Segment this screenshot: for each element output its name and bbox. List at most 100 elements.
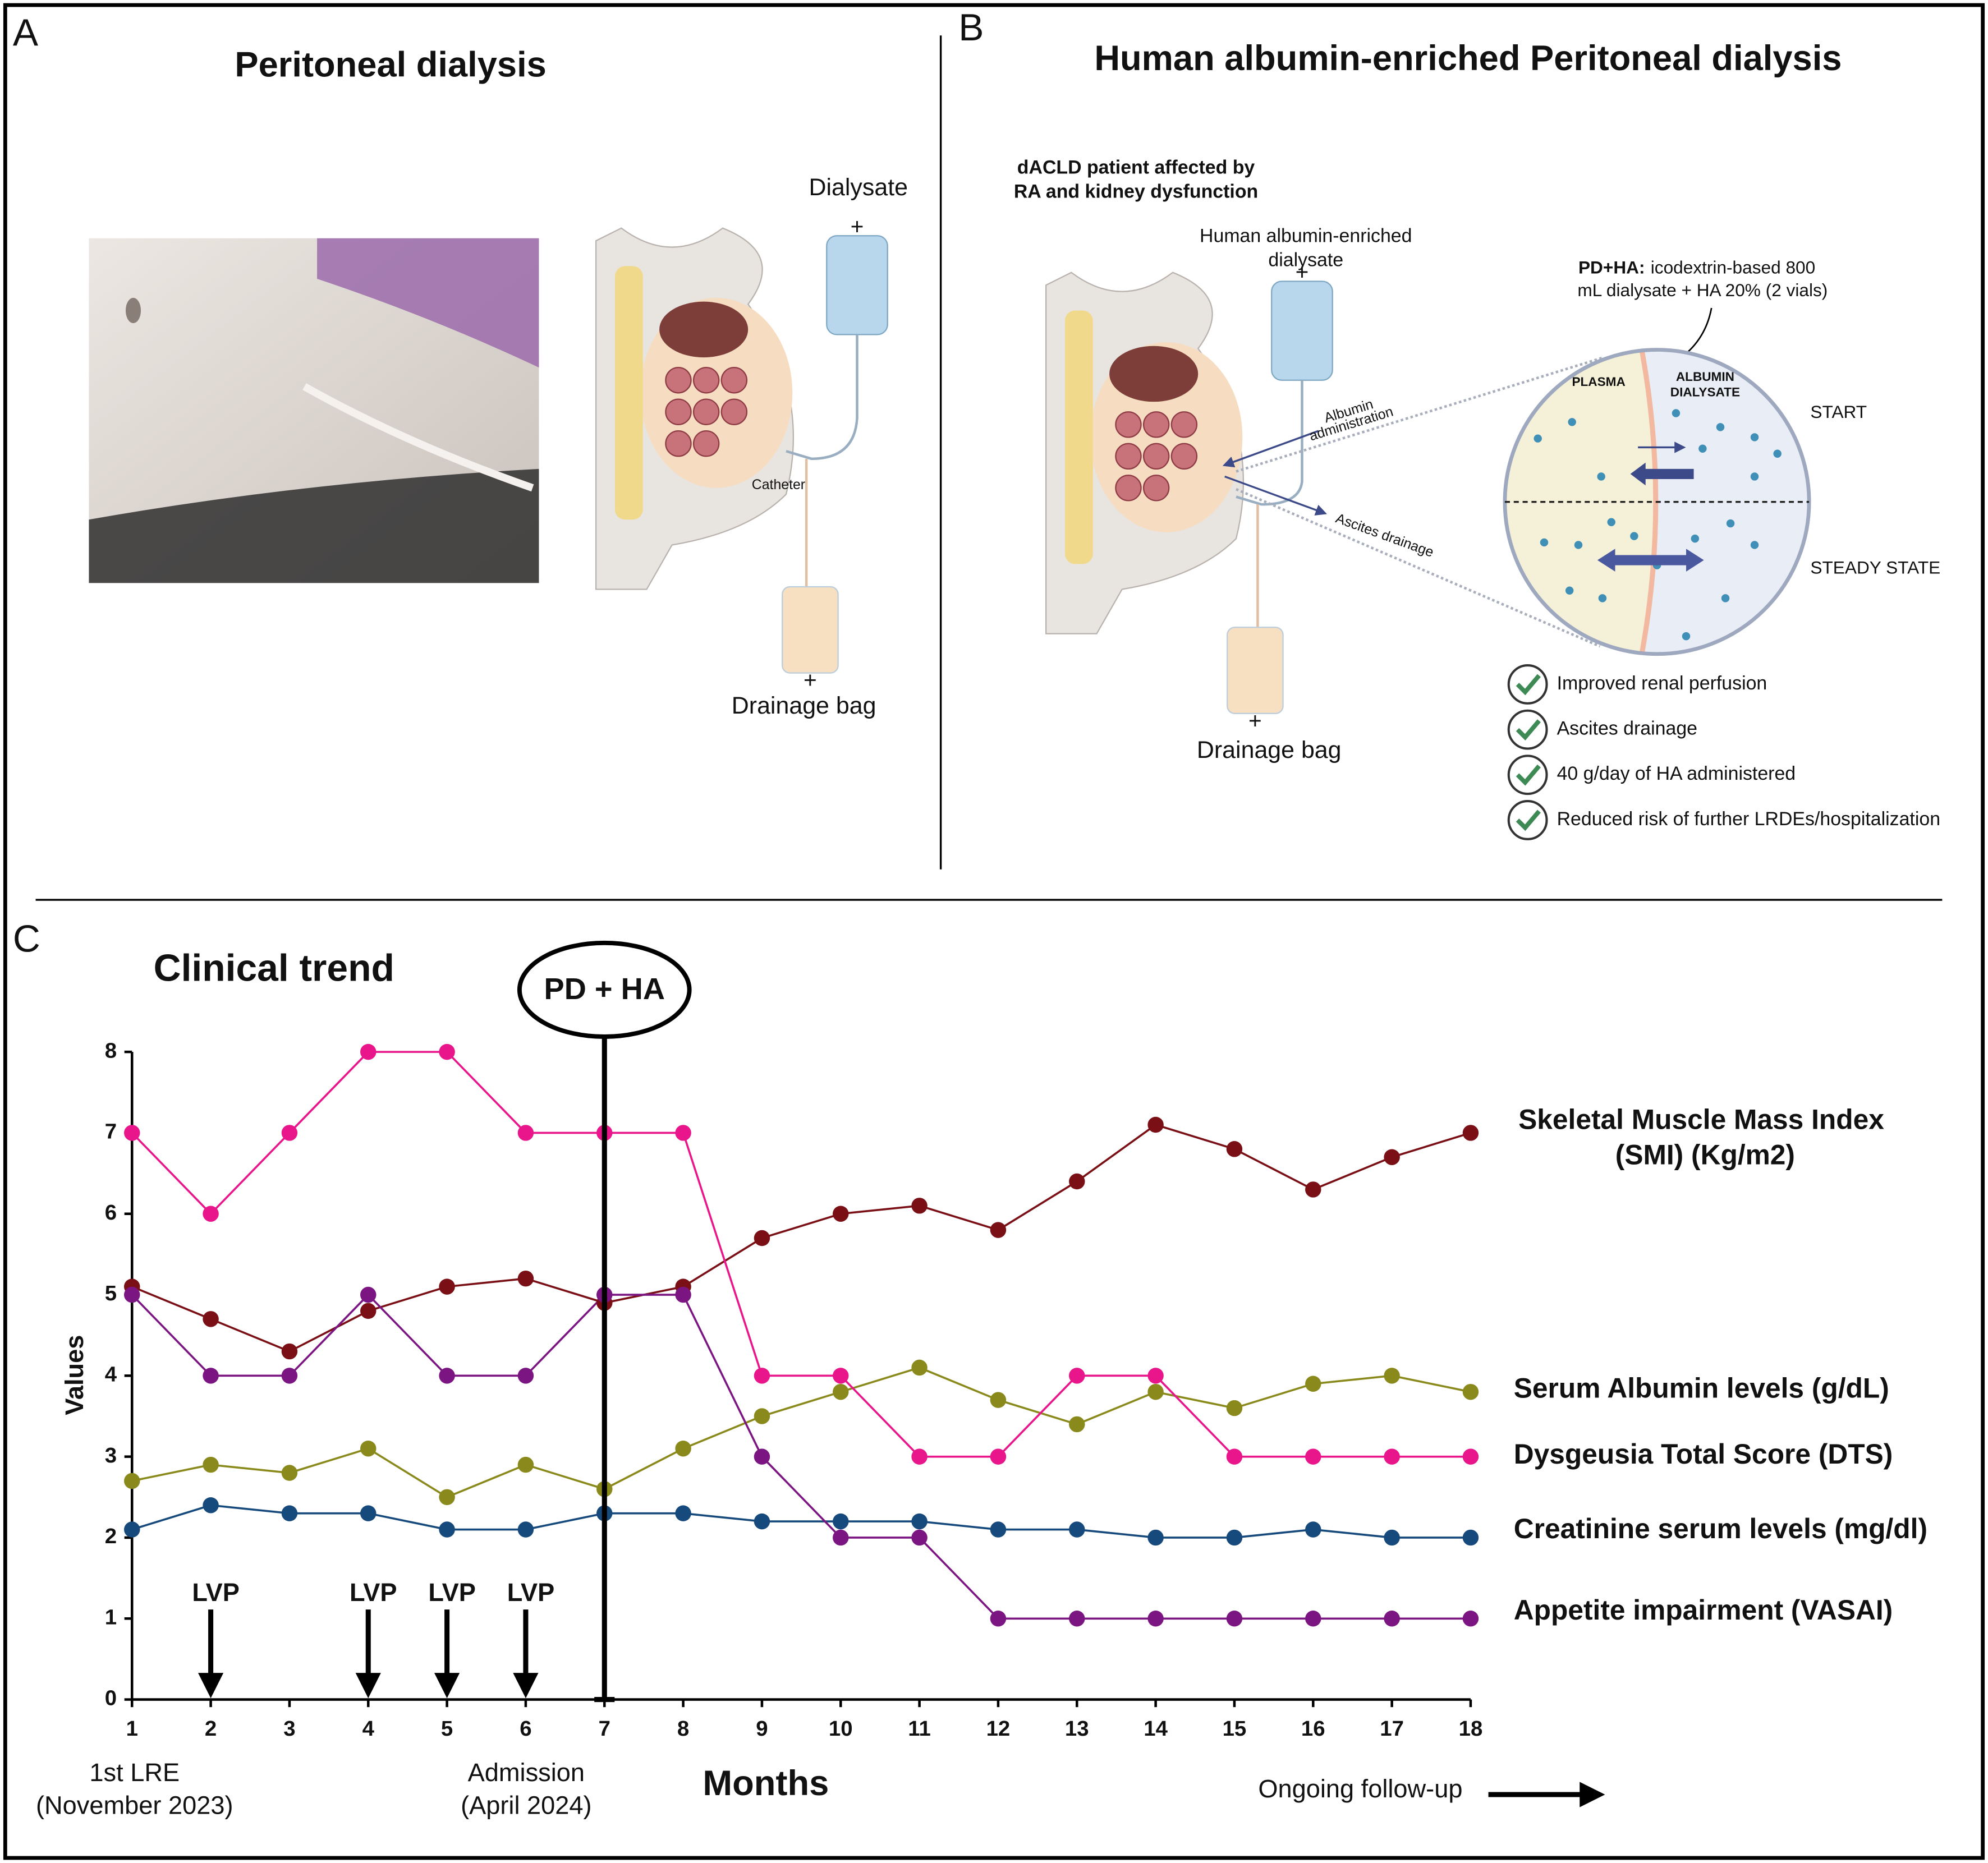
data-point	[281, 1465, 298, 1481]
x-tick-label: 14	[1144, 1717, 1168, 1741]
tube	[786, 334, 858, 461]
dialysate-bag	[826, 235, 888, 335]
data-point	[439, 1043, 455, 1060]
anatomy-intestine	[1115, 443, 1142, 470]
annotation: (November 2023)	[36, 1791, 233, 1820]
albumin-dot	[1534, 434, 1542, 443]
x-tick-label: 6	[520, 1717, 531, 1741]
data-point	[203, 1206, 219, 1222]
x-tick-label: 4	[362, 1717, 375, 1741]
pd-ha-oval	[517, 940, 692, 1039]
diagram-label: icodextrin-based 800	[1651, 257, 1815, 277]
x-axis-label: Months	[703, 1764, 829, 1803]
x-tick-label: 16	[1301, 1717, 1325, 1741]
panel-title: Peritoneal dialysis	[235, 45, 546, 84]
data-point	[1147, 1611, 1164, 1627]
data-point	[360, 1505, 377, 1521]
x-tick-label: 5	[441, 1717, 453, 1741]
data-point	[517, 1125, 534, 1141]
data-point	[990, 1448, 1007, 1465]
diagram-label: ALBUMIN	[1676, 370, 1734, 384]
albumin-dot	[1750, 472, 1759, 481]
data-point	[1069, 1521, 1085, 1538]
y-tick-label: 7	[105, 1120, 117, 1144]
data-point	[124, 1473, 140, 1489]
checklist-item: 40 g/day of HA administered	[1557, 763, 1796, 784]
data-point	[1226, 1529, 1243, 1546]
flux-arrow-bold	[1630, 462, 1694, 486]
diagram-label: Drainage bag	[732, 692, 876, 719]
photo-waistband	[89, 468, 539, 583]
data-point	[1147, 1368, 1164, 1384]
dialysate-bag	[1271, 280, 1333, 381]
data-point	[911, 1448, 928, 1465]
anatomy-intestine	[692, 398, 720, 425]
x-tick-label: 2	[205, 1717, 217, 1741]
data-point	[1226, 1141, 1243, 1157]
diagram-label: STEADY STATE	[1810, 558, 1940, 578]
anatomy-intestine	[1142, 443, 1170, 470]
albumin-dot	[1565, 586, 1574, 595]
data-point	[833, 1513, 849, 1530]
data-point	[754, 1230, 770, 1246]
check-circle	[1507, 799, 1548, 840]
legend-label: Creatinine serum levels (mg/dl)	[1514, 1513, 1927, 1544]
checklist-item: Reduced risk of further LRDEs/hospitaliz…	[1557, 808, 1940, 830]
albumin-dot	[1721, 594, 1730, 602]
drainage-bag	[1227, 627, 1284, 715]
data-point	[203, 1497, 219, 1514]
data-point	[360, 1440, 377, 1457]
data-point	[1462, 1448, 1479, 1465]
albumin-dot	[1630, 532, 1638, 540]
data-point	[833, 1206, 849, 1222]
albumin-dot	[1568, 418, 1576, 426]
checklist-item: Ascites drainage	[1557, 718, 1697, 739]
arrow	[1224, 475, 1327, 516]
albumin-dot	[1726, 519, 1735, 528]
data-point	[1226, 1448, 1243, 1465]
anatomy-intestine	[720, 398, 748, 425]
flux-arrow-bidirectional	[1597, 549, 1704, 572]
data-point	[1069, 1611, 1085, 1627]
data-point	[439, 1521, 455, 1538]
x-tick-label: 1	[126, 1717, 138, 1741]
diagram-label: PLASMA	[1572, 375, 1625, 389]
anatomy-intestine	[692, 367, 720, 394]
data-point	[833, 1368, 849, 1384]
data-point	[203, 1311, 219, 1327]
data-point	[203, 1368, 219, 1384]
data-point	[911, 1359, 928, 1376]
panel-label: C	[13, 918, 40, 960]
diagram-label: PD+HA:	[1578, 257, 1645, 277]
check-mark	[1516, 674, 1541, 696]
annotation: 1st LRE	[89, 1758, 180, 1787]
anatomy-liver	[659, 301, 749, 358]
anatomy-intestine	[665, 367, 692, 394]
data-point	[754, 1408, 770, 1424]
albumin-dot	[1773, 449, 1782, 458]
panel-label: B	[958, 7, 984, 49]
annotation: Ongoing follow-up	[1258, 1774, 1462, 1803]
y-tick-label: 8	[105, 1038, 117, 1062]
albumin-dot	[1716, 423, 1725, 431]
series-line	[131, 1051, 1471, 1458]
check-circle	[1507, 755, 1548, 795]
y-tick-label: 5	[105, 1281, 117, 1305]
data-point	[833, 1383, 849, 1400]
data-point	[281, 1505, 298, 1521]
albumin-dot	[1597, 472, 1605, 481]
checklist-item: Improved renal perfusion	[1557, 673, 1767, 694]
data-point	[124, 1125, 140, 1141]
diagram-label: Dialysate	[809, 174, 908, 201]
x-tick-label: 11	[908, 1717, 931, 1741]
y-tick-label: 0	[105, 1686, 117, 1710]
legend-label: Skeletal Muscle Mass Index (SMI) (Kg/m2)	[1518, 1104, 1892, 1171]
diagram-label: START	[1810, 402, 1867, 422]
albumin-dot	[1540, 538, 1549, 547]
y-tick-label: 3	[105, 1443, 117, 1468]
data-point	[1462, 1125, 1479, 1141]
data-point	[990, 1392, 1007, 1408]
data-point	[439, 1278, 455, 1295]
data-point	[990, 1521, 1007, 1538]
